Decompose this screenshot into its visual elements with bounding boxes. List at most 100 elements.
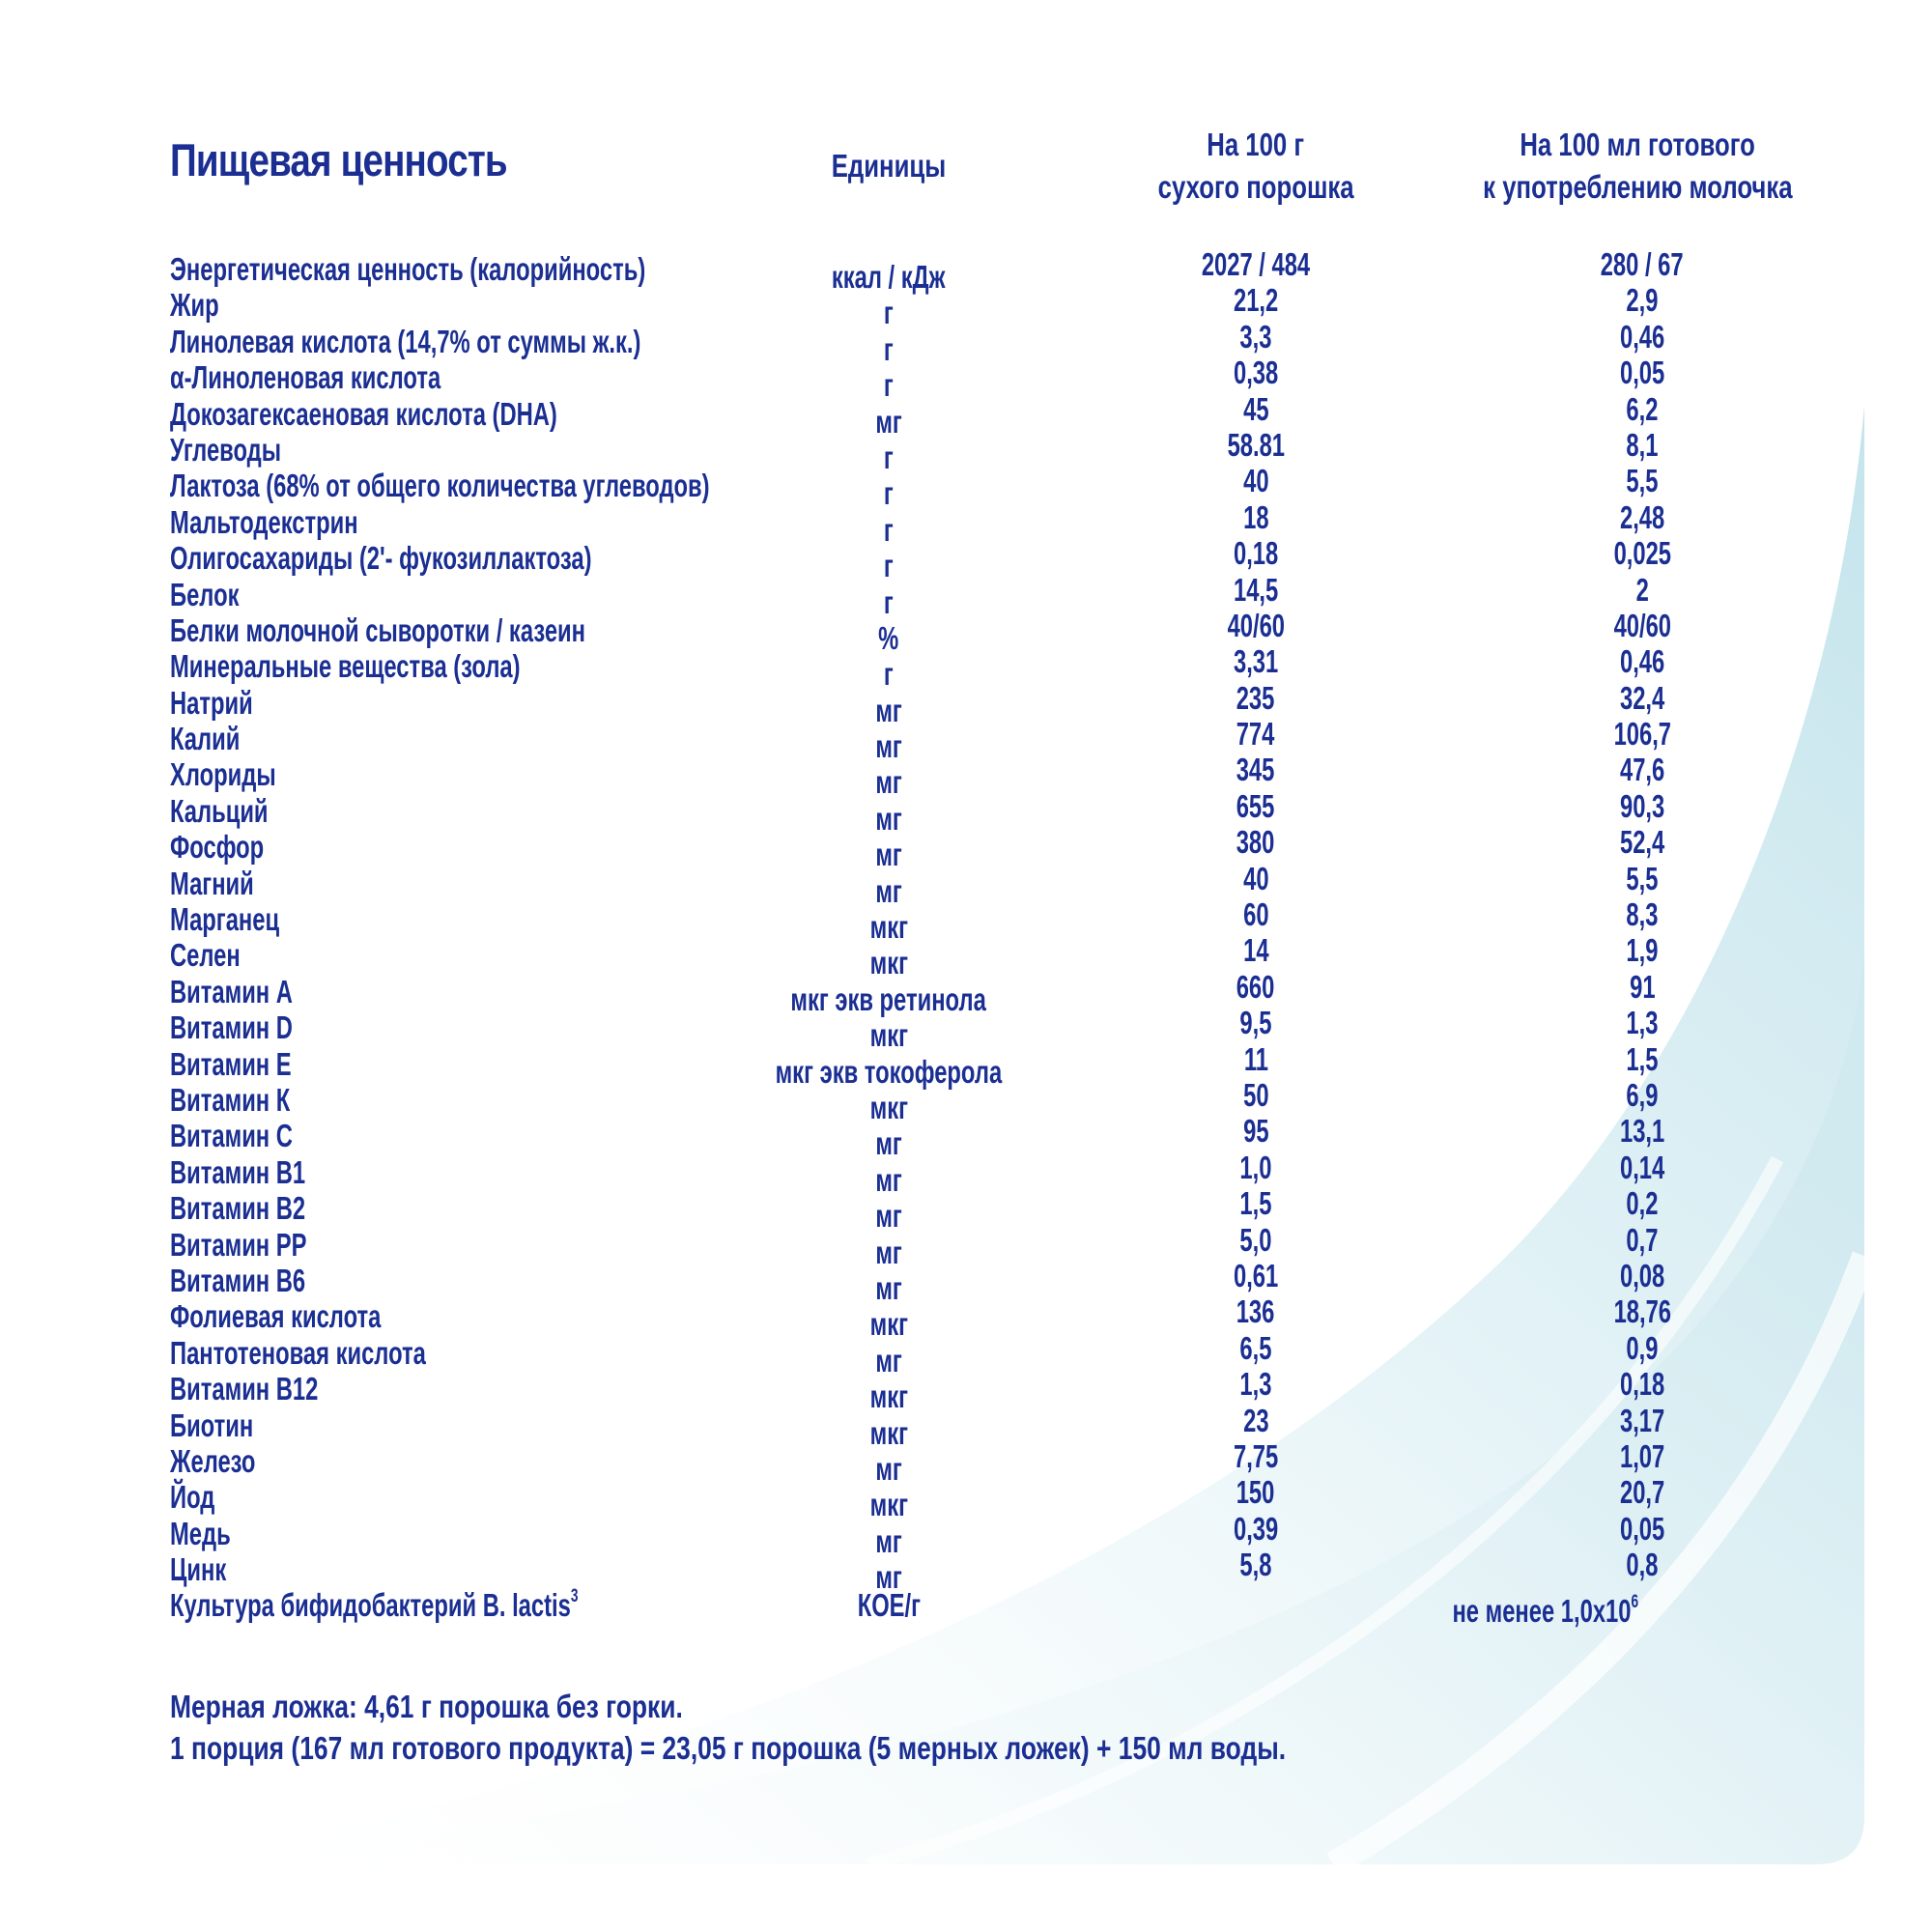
nutrient-name: Селен [170,937,241,974]
value-per-100g-dry: 6,5 [1239,1329,1272,1366]
value-per-100g-dry: 5,0 [1239,1221,1272,1258]
value-per-100g-dry: 345 [1236,752,1275,788]
table-row: Углеводы г 58.81 8,1 [0,427,1932,475]
table-row-culture: Культура бифидобактерий B. lactis3 КОЕ/г н… [0,1587,1932,1629]
table-row: Витамин В12 мкг 1,3 0,18 [0,1366,1932,1414]
table-row: Цинк мг 5,8 0,8 [0,1547,1932,1595]
notes: Мерная ложка: 4,61 г порошка без горки. … [170,1686,1565,1769]
nutrient-name: Витамин В12 [170,1371,319,1407]
column-header-ready: На 100 мл готового к употреблению молочк… [1482,127,1793,205]
nutrient-unit: мкг [869,1487,908,1523]
nutrient-unit: мкг экв ретинола [790,980,987,1017]
nutrient-name: Йод [170,1479,215,1516]
value-per-100ml-ready: 47,6 [1619,752,1665,788]
value-per-100g-dry: 40/60 [1227,607,1285,643]
table-row: Йод мкг 150 20,7 [0,1474,1932,1522]
value-per-100ml-ready: 2,48 [1619,498,1665,535]
table-row: Белки молочной сыворотки / казеин% 40/60 4… [0,608,1932,656]
nutrient-unit: мг [875,1198,902,1235]
table-row: Витамин Е мкг экв токоферола 11 1,5 [0,1041,1932,1090]
nutrient-name: Биотин [170,1406,254,1443]
nutrient-name: Витамин В6 [170,1262,306,1298]
nutrient-name: Углеводы [170,431,282,468]
value-per-100ml-ready: 2,9 [1626,282,1659,319]
value-per-100ml-ready: 0,7 [1626,1221,1659,1258]
table-row: Витамин В6 мг 0,61 0,08 [0,1258,1932,1306]
value-per-100ml-ready: 6,2 [1626,390,1659,427]
table-row: Марганец мкг 60 8,3 [0,896,1932,945]
value-per-100ml-ready: 0,8 [1626,1547,1659,1583]
nutrient-unit: мг [875,837,902,873]
value-per-100g-dry: 21,2 [1233,282,1279,319]
nutrient-name: Минеральные вещества (зола) [170,648,521,685]
nutrient-name: Пантотеновая кислота [170,1334,426,1371]
nutrient-name: Линолевая кислота (14,7% от суммы ж.к.) [170,323,641,359]
value-per-100ml-ready: 0,9 [1626,1329,1659,1366]
table-row: Жир г 21,2 2,9 [0,282,1932,330]
table-row: Биотин мкг 23 3,17 [0,1403,1932,1451]
table-row: α-Линоленовая кислота г 0,38 0,05 [0,355,1932,403]
value-per-100ml-ready: 52,4 [1619,824,1665,861]
value-per-100g-dry: 9,5 [1239,1005,1272,1041]
nutrient-unit: г [884,330,894,367]
value-per-100ml-ready: 0,14 [1619,1149,1665,1185]
nutrient-unit: мг [875,764,902,801]
value-per-100ml-ready: 13,1 [1619,1113,1665,1150]
nutrient-unit: мг [875,1450,902,1487]
value-per-100ml-ready: 1,9 [1626,932,1659,969]
table-row: Витамин РР мг 5,0 0,7 [0,1222,1932,1270]
table-row: Селен мкг 14 1,9 [0,932,1932,980]
value-per-100ml-ready: 5,5 [1626,860,1659,896]
nutrient-unit: мкг [869,1378,908,1415]
nutrient-unit: мкг [869,945,908,981]
value-per-100ml-ready: 3,17 [1619,1402,1665,1438]
nutrient-name: Олигосахариды (2'- фукозиллактоза) [170,540,592,577]
nutrient-name: Витамин В2 [170,1190,306,1227]
nutrient-unit: ккал / кДж [832,259,946,295]
table-row: Минеральные вещества (зола) г 3,31 0,46 [0,643,1932,692]
nutrient-name: Железо [170,1442,256,1479]
value-per-100g-dry: 60 [1242,896,1269,933]
nutrient-name: Мальтодекстрин [170,503,358,540]
table-row: Докозагексаеновая кислота (DHA) мг 45 6,2 [0,391,1932,440]
value-per-100g-dry: 1,3 [1239,1366,1272,1403]
table-row: Хлориды мг 345 47,6 [0,752,1932,800]
value-per-100g-dry: 2027 / 484 [1201,246,1311,282]
table-row: Лактоза (68% от общего количества углево… [0,463,1932,511]
table-row: Калий мг 774 106,7 [0,716,1932,764]
table-row: Медь мг 0,39 0,05 [0,1511,1932,1559]
value-per-100g-dry: 23 [1242,1402,1269,1438]
value-per-100g-dry: 18 [1242,498,1269,535]
nutrient-unit: г [884,475,894,512]
nutrient-name: Цинк [170,1551,227,1588]
value-per-100ml-ready: 8,1 [1626,426,1659,463]
value-per-100g-dry: 136 [1236,1293,1275,1330]
value-per-100g-dry: 7,75 [1233,1437,1279,1474]
value-per-100g-dry: 1,0 [1239,1149,1272,1185]
nutrition-table: Энергетическая ценность (калорийность) кк… [0,246,1932,1629]
value-per-100g-dry: 14 [1242,932,1269,969]
nutrient-name: Натрий [170,684,253,721]
table-row: Фолиевая кислота мкг 136 18,76 [0,1293,1932,1342]
nutrient-name: Белки молочной сыворотки / казеин [170,611,585,648]
table-row: Витамин В1 мг 1,0 0,14 [0,1150,1932,1198]
nutrient-unit: мкг [869,1017,908,1054]
value-per-100g-dry: 150 [1236,1474,1275,1511]
value-per-100g-dry: 11 [1243,1040,1268,1077]
nutrient-unit: г [884,656,894,693]
value-per-100g-dry: 5,8 [1239,1547,1272,1583]
table-row: Магний мг 40 5,5 [0,861,1932,909]
note-portion: 1 порция (167 мл готового продукта) = 23… [170,1730,1287,1766]
nutrient-name: Фосфор [170,829,265,866]
nutrient-unit: мг [875,692,902,728]
nutrient-name: Докозагексаеновая кислота (DHA) [170,395,557,432]
nutrient-name: Кальций [170,792,269,829]
value-per-100ml-ready: 91 [1629,968,1656,1005]
table-row: Белок г 14,5 2 [0,572,1932,620]
nutrient-unit: % [878,619,899,656]
nutrient-unit: мкг экв токоферола [775,1053,1003,1090]
value-per-100ml-ready: 1,5 [1626,1040,1659,1077]
value-per-100g-dry: 95 [1242,1113,1269,1150]
table-row: Энергетическая ценность (калорийность) кк… [0,246,1932,295]
